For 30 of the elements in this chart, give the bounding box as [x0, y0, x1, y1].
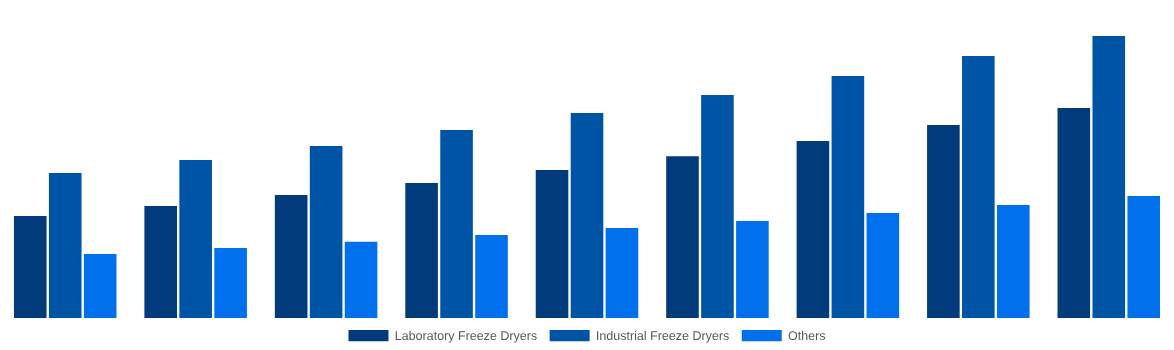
- bar: [736, 220, 769, 318]
- bar: [796, 140, 830, 318]
- bar: [831, 76, 865, 318]
- bar: [570, 112, 604, 318]
- bar: [1127, 195, 1161, 318]
- bar: [996, 204, 1030, 318]
- bar: [144, 206, 178, 318]
- bar: [214, 248, 247, 318]
- bar: [405, 182, 438, 318]
- legend-label: Laboratory Freeze Dryers: [395, 330, 537, 343]
- bar: [535, 169, 569, 318]
- bar: [1057, 107, 1091, 318]
- bar: [83, 253, 117, 318]
- bar: [344, 241, 378, 318]
- legend-label: Industrial Freeze Dryers: [597, 330, 729, 343]
- bar: [309, 145, 343, 318]
- bar: [962, 56, 995, 318]
- bar: [48, 173, 82, 318]
- bar: [1092, 36, 1126, 318]
- legend-label: Others: [788, 330, 826, 341]
- bar: [475, 235, 508, 318]
- bar: [13, 215, 47, 318]
- bar: [927, 125, 960, 318]
- bar: [666, 156, 699, 318]
- bar: [179, 160, 212, 318]
- bar: [440, 129, 473, 318]
- bar: [605, 228, 639, 318]
- bar: [866, 213, 900, 318]
- bar: [274, 195, 308, 318]
- bar: [701, 94, 734, 318]
